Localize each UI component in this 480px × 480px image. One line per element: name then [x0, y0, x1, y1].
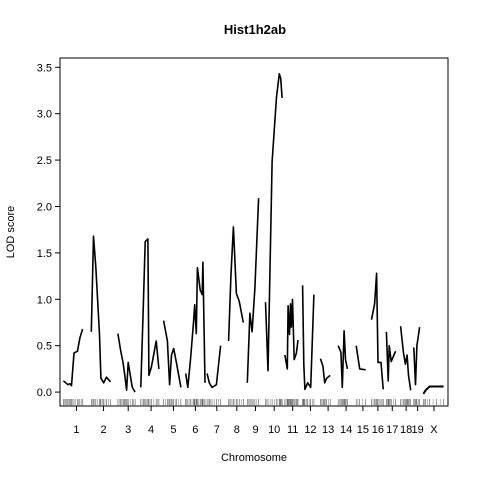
y-tick-label: 3.0: [37, 109, 52, 121]
x-axis-label: Chromosome: [221, 452, 287, 464]
x-tick-label: 16: [372, 424, 384, 436]
x-tick-label: 11: [287, 424, 298, 436]
lod-curve-chr-19: [413, 326, 421, 386]
y-tick-label: 0.0: [37, 387, 52, 399]
x-tick-label: 17: [386, 424, 398, 436]
y-tick-label: 0.5: [37, 341, 52, 353]
x-axis: 1 2 3 4 5 6 7 8 9 10 11 12 13 14 15 16 17 18 19 X: [73, 406, 438, 436]
lod-curve-chr-8: [227, 226, 245, 342]
lod-curve-chr-7: [206, 345, 222, 389]
x-tick-label: 6: [192, 424, 198, 436]
x-tick-label: 5: [170, 424, 176, 436]
lod-curve-chr-14: [337, 329, 349, 389]
lod-curve-chr-17: [385, 331, 397, 382]
x-tick-label: 7: [214, 424, 220, 436]
x-tick-label: X: [430, 424, 438, 436]
y-tick-label: 2.0: [37, 201, 52, 213]
marker-rug: [63, 399, 444, 406]
x-tick-label: 19: [412, 424, 424, 436]
lod-curve-chr-5: [162, 320, 182, 388]
x-tick-label: 3: [125, 424, 131, 436]
y-tick-label: 3.5: [37, 62, 52, 74]
lod-curve-chr-9: [246, 198, 260, 383]
lod-curve-chr-10: [264, 73, 283, 372]
lod-curve-chr-1: [62, 328, 84, 387]
x-tick-label: 18: [400, 424, 412, 436]
y-axis-label: LOD score: [5, 206, 17, 259]
lod-curve-chr-18: [399, 326, 412, 391]
lod-curve-chr-2: [90, 235, 112, 384]
x-tick-label: 8: [234, 424, 240, 436]
y-tick-label: 1.5: [37, 248, 52, 260]
x-tick-label: 2: [100, 424, 106, 436]
lod-curve-chr-16: [370, 272, 384, 390]
lod-curve-chr-15: [355, 345, 366, 371]
x-tick-label: 14: [340, 424, 352, 436]
y-tick-label: 2.5: [37, 155, 52, 167]
x-tick-label: 1: [73, 424, 79, 436]
y-tick-label: 1.0: [37, 294, 52, 306]
lod-curve-chr-4: [140, 238, 160, 388]
x-tick-label: 13: [322, 424, 334, 436]
x-tick-label: 4: [148, 424, 154, 436]
lod-curve-chr-11: [284, 298, 299, 370]
lod-curve-chr-X: [422, 385, 444, 395]
y-axis: 0.0 0.5 1.0 1.5 2.0 2.5 3.0 3.5: [37, 62, 60, 399]
x-tick-label: 12: [304, 424, 316, 436]
plot-frame: [59, 57, 449, 407]
x-tick-label: 15: [357, 424, 369, 436]
x-tick-label: 9: [252, 424, 258, 436]
chart-title: Hist1h2ab: [224, 22, 286, 37]
lod-curve-chr-13: [319, 358, 331, 384]
lod-curves: [62, 73, 444, 395]
lod-curve-chr-6: [184, 261, 206, 389]
lod-curve-chr-12: [301, 285, 315, 391]
x-tick-label: 10: [268, 424, 280, 436]
lod-curve-chr-3: [117, 333, 136, 393]
